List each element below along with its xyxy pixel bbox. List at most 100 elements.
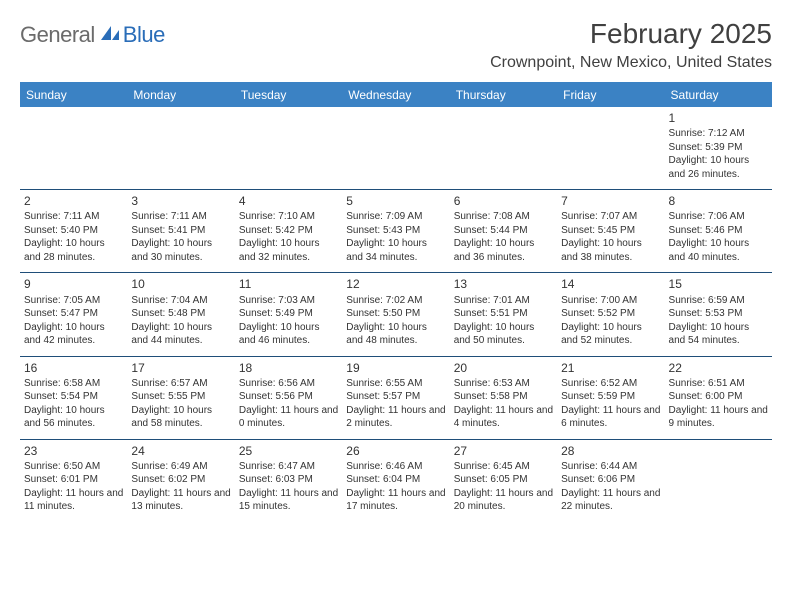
sunrise-line: Sunrise: 6:55 AM [346,377,445,391]
day-cell: 17Sunrise: 6:57 AMSunset: 5:55 PMDayligh… [127,356,234,439]
day-number: 11 [239,276,338,292]
daylight-line: Daylight: 10 hours and 34 minutes. [346,237,445,264]
sunset-line: Sunset: 5:57 PM [346,390,445,404]
sunset-line: Sunset: 5:50 PM [346,307,445,321]
sunrise-line: Sunrise: 7:12 AM [669,127,768,141]
sunrise-line: Sunrise: 6:45 AM [454,460,553,474]
logo: General Blue [20,22,165,48]
daylight-line: Daylight: 10 hours and 40 minutes. [669,237,768,264]
empty-cell [342,107,449,190]
day-cell: 21Sunrise: 6:52 AMSunset: 5:59 PMDayligh… [557,356,664,439]
logo-sail-icon [99,24,121,47]
sunrise-line: Sunrise: 7:10 AM [239,210,338,224]
day-number: 1 [669,110,768,126]
day-cell: 28Sunrise: 6:44 AMSunset: 6:06 PMDayligh… [557,439,664,522]
sunset-line: Sunset: 5:47 PM [24,307,123,321]
day-cell: 23Sunrise: 6:50 AMSunset: 6:01 PMDayligh… [20,439,127,522]
sunset-line: Sunset: 6:05 PM [454,473,553,487]
sunset-line: Sunset: 6:03 PM [239,473,338,487]
day-cell: 7Sunrise: 7:07 AMSunset: 5:45 PMDaylight… [557,190,664,273]
sunrise-line: Sunrise: 6:50 AM [24,460,123,474]
day-number: 18 [239,360,338,376]
day-number: 7 [561,193,660,209]
sunrise-line: Sunrise: 6:58 AM [24,377,123,391]
day-cell: 9Sunrise: 7:05 AMSunset: 5:47 PMDaylight… [20,273,127,356]
daylight-line: Daylight: 11 hours and 15 minutes. [239,487,338,514]
calendar-row: 9Sunrise: 7:05 AMSunset: 5:47 PMDaylight… [20,273,772,356]
day-cell: 20Sunrise: 6:53 AMSunset: 5:58 PMDayligh… [450,356,557,439]
sunrise-line: Sunrise: 6:53 AM [454,377,553,391]
daylight-line: Daylight: 11 hours and 20 minutes. [454,487,553,514]
day-cell: 4Sunrise: 7:10 AMSunset: 5:42 PMDaylight… [235,190,342,273]
sunset-line: Sunset: 5:40 PM [24,224,123,238]
day-cell: 26Sunrise: 6:46 AMSunset: 6:04 PMDayligh… [342,439,449,522]
sunset-line: Sunset: 5:52 PM [561,307,660,321]
weekday-header: Sunday [20,83,127,108]
calendar-row: 1Sunrise: 7:12 AMSunset: 5:39 PMDaylight… [20,107,772,190]
daylight-line: Daylight: 10 hours and 42 minutes. [24,321,123,348]
weekday-header-row: SundayMondayTuesdayWednesdayThursdayFrid… [20,83,772,108]
daylight-line: Daylight: 10 hours and 54 minutes. [669,321,768,348]
empty-cell [127,107,234,190]
daylight-line: Daylight: 11 hours and 9 minutes. [669,404,768,431]
sunrise-line: Sunrise: 6:56 AM [239,377,338,391]
day-number: 21 [561,360,660,376]
sunset-line: Sunset: 6:00 PM [669,390,768,404]
empty-cell [557,107,664,190]
sunrise-line: Sunrise: 7:03 AM [239,294,338,308]
sunset-line: Sunset: 6:04 PM [346,473,445,487]
day-number: 2 [24,193,123,209]
day-cell: 3Sunrise: 7:11 AMSunset: 5:41 PMDaylight… [127,190,234,273]
day-number: 10 [131,276,230,292]
sunset-line: Sunset: 5:53 PM [669,307,768,321]
calendar-row: 23Sunrise: 6:50 AMSunset: 6:01 PMDayligh… [20,439,772,522]
weekday-header: Monday [127,83,234,108]
daylight-line: Daylight: 10 hours and 28 minutes. [24,237,123,264]
day-number: 3 [131,193,230,209]
sunrise-line: Sunrise: 6:46 AM [346,460,445,474]
daylight-line: Daylight: 11 hours and 4 minutes. [454,404,553,431]
daylight-line: Daylight: 10 hours and 46 minutes. [239,321,338,348]
day-number: 8 [669,193,768,209]
daylight-line: Daylight: 11 hours and 11 minutes. [24,487,123,514]
sunrise-line: Sunrise: 7:02 AM [346,294,445,308]
day-number: 23 [24,443,123,459]
sunrise-line: Sunrise: 7:04 AM [131,294,230,308]
daylight-line: Daylight: 11 hours and 22 minutes. [561,487,660,514]
day-cell: 13Sunrise: 7:01 AMSunset: 5:51 PMDayligh… [450,273,557,356]
daylight-line: Daylight: 11 hours and 6 minutes. [561,404,660,431]
sunset-line: Sunset: 5:58 PM [454,390,553,404]
weekday-header: Tuesday [235,83,342,108]
sunset-line: Sunset: 6:02 PM [131,473,230,487]
sunrise-line: Sunrise: 7:06 AM [669,210,768,224]
day-cell: 10Sunrise: 7:04 AMSunset: 5:48 PMDayligh… [127,273,234,356]
empty-cell [20,107,127,190]
daylight-line: Daylight: 10 hours and 56 minutes. [24,404,123,431]
day-number: 25 [239,443,338,459]
sunset-line: Sunset: 5:59 PM [561,390,660,404]
day-cell: 25Sunrise: 6:47 AMSunset: 6:03 PMDayligh… [235,439,342,522]
sunset-line: Sunset: 6:01 PM [24,473,123,487]
sunset-line: Sunset: 5:49 PM [239,307,338,321]
day-number: 27 [454,443,553,459]
day-cell: 5Sunrise: 7:09 AMSunset: 5:43 PMDaylight… [342,190,449,273]
day-number: 12 [346,276,445,292]
daylight-line: Daylight: 11 hours and 2 minutes. [346,404,445,431]
daylight-line: Daylight: 10 hours and 48 minutes. [346,321,445,348]
sunset-line: Sunset: 5:45 PM [561,224,660,238]
day-number: 19 [346,360,445,376]
day-number: 15 [669,276,768,292]
header: General Blue February 2025 Crownpoint, N… [20,18,772,72]
sunrise-line: Sunrise: 6:59 AM [669,294,768,308]
day-number: 4 [239,193,338,209]
sunrise-line: Sunrise: 6:52 AM [561,377,660,391]
daylight-line: Daylight: 11 hours and 17 minutes. [346,487,445,514]
day-number: 20 [454,360,553,376]
day-cell: 2Sunrise: 7:11 AMSunset: 5:40 PMDaylight… [20,190,127,273]
daylight-line: Daylight: 10 hours and 52 minutes. [561,321,660,348]
day-number: 16 [24,360,123,376]
daylight-line: Daylight: 10 hours and 44 minutes. [131,321,230,348]
sunrise-line: Sunrise: 7:05 AM [24,294,123,308]
day-cell: 19Sunrise: 6:55 AMSunset: 5:57 PMDayligh… [342,356,449,439]
day-cell: 6Sunrise: 7:08 AMSunset: 5:44 PMDaylight… [450,190,557,273]
